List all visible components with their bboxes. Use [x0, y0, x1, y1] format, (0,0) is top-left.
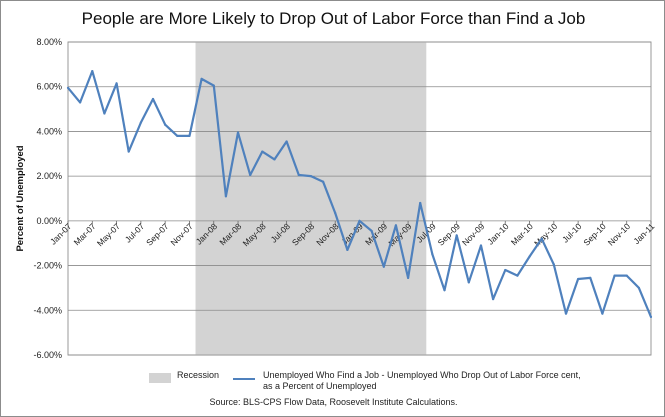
data-point — [504, 268, 507, 272]
data-point — [164, 123, 167, 126]
data-point — [212, 84, 215, 87]
legend-series-line — [233, 378, 255, 380]
y-tick-label: 4.00% — [36, 126, 62, 136]
data-point — [479, 244, 483, 247]
data-point — [91, 69, 94, 73]
data-point — [127, 150, 130, 153]
data-point — [188, 134, 191, 137]
data-point — [467, 281, 470, 284]
data-point — [309, 175, 313, 178]
data-point — [321, 180, 325, 183]
y-tick-label: -6.00% — [33, 350, 62, 360]
data-point — [66, 86, 70, 89]
y-tick-label: 6.00% — [36, 82, 62, 92]
data-point — [589, 276, 592, 279]
data-point — [139, 121, 142, 124]
data-point — [224, 195, 227, 198]
data-point — [394, 224, 398, 227]
y-tick-label: 2.00% — [36, 171, 62, 181]
data-point — [370, 229, 373, 233]
data-point — [236, 131, 240, 134]
data-point — [564, 312, 568, 315]
data-point — [540, 237, 543, 240]
data-point — [601, 312, 604, 315]
data-point — [649, 315, 653, 319]
data-point — [431, 253, 434, 256]
legend-series-label: Unemployed Who Find a Job - Unemployed W… — [263, 370, 581, 391]
data-point — [406, 276, 410, 279]
y-axis-title: Percent of Unemployed — [15, 145, 26, 251]
data-point — [637, 286, 640, 290]
data-point — [151, 97, 155, 101]
data-point — [334, 211, 337, 215]
data-point — [200, 77, 203, 80]
data-point — [176, 134, 179, 137]
data-point — [115, 82, 118, 85]
data-point — [261, 150, 264, 153]
data-point — [492, 298, 495, 301]
data-point — [273, 158, 276, 161]
legend-recession-label: Recession — [177, 370, 220, 380]
y-tick-label: 8.00% — [36, 37, 62, 47]
data-point — [613, 274, 616, 277]
y-tick-label: 0.00% — [36, 216, 62, 226]
data-point — [297, 173, 300, 177]
y-tick-label: -2.00% — [33, 261, 62, 271]
data-point — [358, 219, 361, 222]
data-point — [577, 277, 580, 281]
legend-recession-swatch — [149, 373, 171, 383]
data-point — [455, 234, 458, 237]
data-point — [516, 274, 519, 277]
source-note: Source: BLS-CPS Flow Data, Roosevelt Ins… — [209, 397, 458, 407]
recession-band — [195, 42, 427, 355]
data-point — [285, 140, 288, 143]
data-point — [249, 173, 252, 177]
data-point — [528, 255, 531, 258]
data-point — [346, 248, 349, 252]
data-point — [625, 274, 628, 277]
data-point — [552, 263, 555, 266]
y-tick-label: -4.00% — [33, 305, 62, 315]
data-point — [79, 101, 82, 104]
data-point — [419, 201, 422, 205]
chart-title: People are More Likely to Drop Out of La… — [81, 9, 586, 28]
data-point — [443, 289, 446, 292]
data-point — [382, 265, 385, 268]
data-point — [103, 112, 106, 115]
